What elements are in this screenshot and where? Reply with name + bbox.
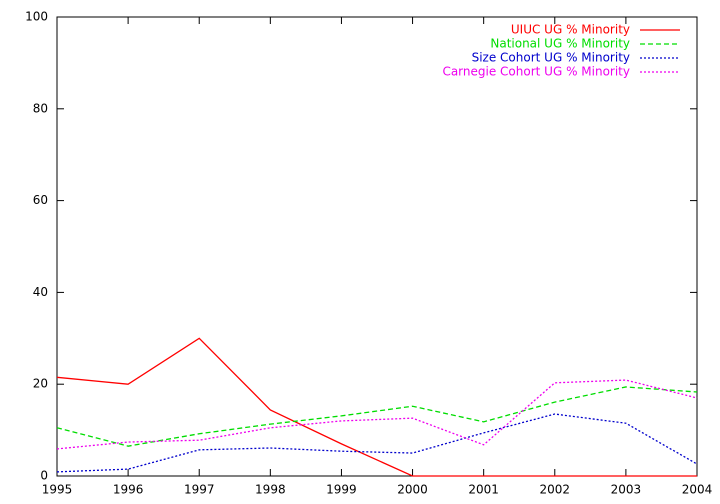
plot-frame (56, 16, 698, 477)
x-tick-label: 2004 (682, 483, 713, 497)
x-tick-label: 1997 (184, 483, 215, 497)
legend-label: Carnegie Cohort UG % Minority (442, 65, 630, 79)
x-tick-label: 2002 (540, 483, 571, 497)
x-tick-label: 1998 (255, 483, 286, 497)
y-tick-label: 80 (33, 101, 48, 115)
series-line (56, 337, 697, 477)
legend-label: UIUC UG % Minority (511, 23, 630, 37)
y-tick-label: 60 (33, 193, 48, 207)
x-tick-label: 2001 (468, 483, 499, 497)
y-tick-label: 40 (33, 285, 48, 299)
legend-label: Size Cohort UG % Minority (472, 51, 630, 65)
x-tick-label: 2003 (611, 483, 642, 497)
y-tick-label: 0 (40, 469, 48, 483)
y-tick-label: 20 (33, 377, 48, 391)
legend-label: National UG % Minority (490, 37, 630, 51)
series-line (56, 379, 698, 450)
x-tick-label: 1995 (42, 483, 73, 497)
x-tick-label: 1996 (113, 483, 144, 497)
series-line (56, 386, 698, 447)
series-line (56, 413, 698, 473)
x-tick-label: 2000 (397, 483, 428, 497)
y-tick-label: 100 (25, 10, 48, 24)
x-tick-label: 1999 (326, 483, 357, 497)
